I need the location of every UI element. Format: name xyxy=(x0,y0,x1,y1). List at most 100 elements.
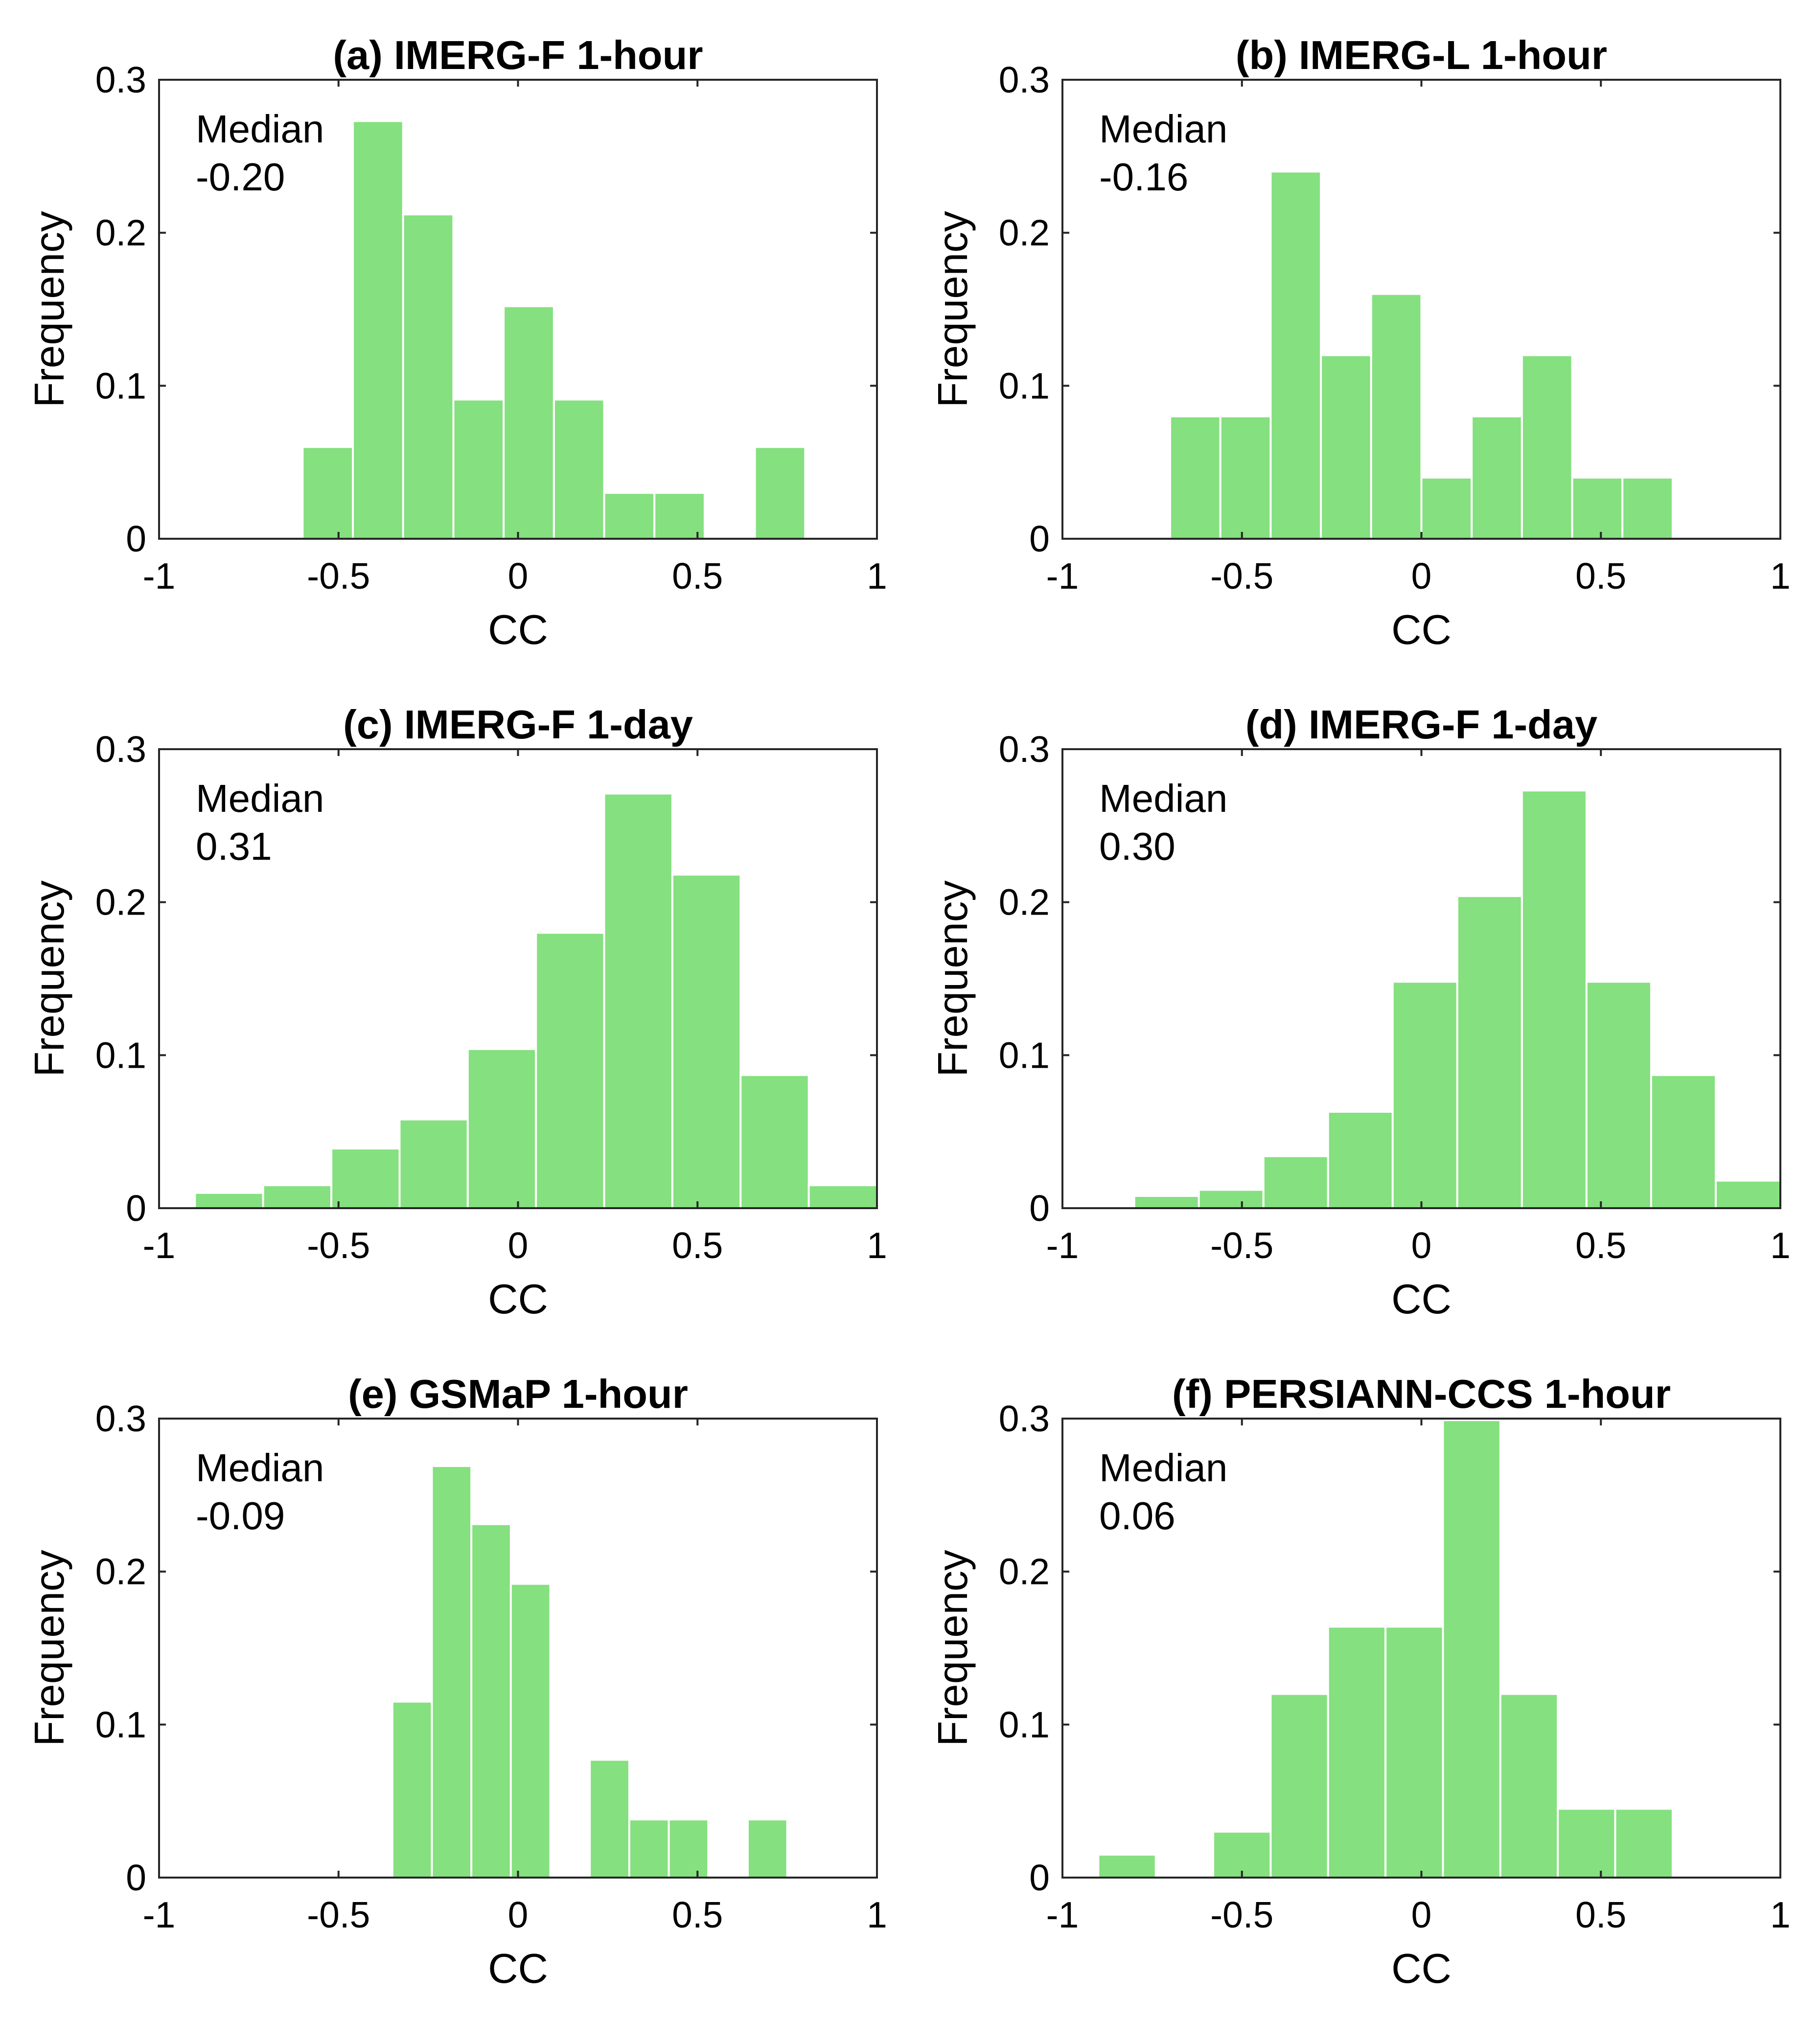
chart-panel-6: -1 -0.5 0 0.5 1 0 0.1 0.2 0.3 (f) PERSIANN-CCS 1-… xyxy=(930,1371,1791,1992)
y-axis-label: Frequency xyxy=(930,1550,976,1746)
histogram-bar-3 xyxy=(402,213,455,540)
chart-title: (b) IMERG-L 1-hour xyxy=(1236,32,1607,78)
y-tick-label: 0.1 xyxy=(95,1034,146,1076)
histogram-bar-6 xyxy=(535,932,605,1209)
x-axis-label: CC xyxy=(488,1946,548,1992)
x-tick-label: -0.5 xyxy=(307,1225,370,1266)
x-tick-label: 0 xyxy=(508,1225,529,1266)
x-tick-label: 1 xyxy=(1770,1894,1791,1935)
y-tick-label: 0.1 xyxy=(95,1704,146,1745)
histogram-bar-8 xyxy=(1521,354,1573,540)
x-tick-label: 0 xyxy=(1411,1225,1432,1266)
x-tick-label: -0.5 xyxy=(307,555,370,597)
histogram-bar-1 xyxy=(391,1700,433,1879)
median-value: -0.20 xyxy=(196,155,285,199)
x-axis-label: CC xyxy=(488,1276,548,1323)
histogram-bar-4 xyxy=(1327,1626,1387,1879)
x-tick-label: -0.5 xyxy=(1210,555,1273,597)
histogram-bar-4 xyxy=(1320,354,1372,540)
y-tick-label: 0 xyxy=(1029,1857,1050,1898)
x-axis-label: CC xyxy=(1391,1946,1451,1992)
histogram-bar-1 xyxy=(1169,415,1221,540)
y-tick-label: 0.3 xyxy=(95,59,146,100)
median-value: -0.09 xyxy=(196,1494,285,1537)
chart-panel-5: -1 -0.5 0 0.5 1 0 0.1 0.2 0.3 (e) GSMaP 1-hour CC F… xyxy=(26,1371,887,1992)
y-tick-label: 0.2 xyxy=(999,212,1050,253)
y-tick-label: 0.1 xyxy=(95,365,146,406)
x-axis-label: CC xyxy=(1391,1276,1451,1323)
histogram-bar-7 xyxy=(1499,1693,1559,1879)
histogram-bar-5 xyxy=(1391,981,1458,1209)
x-tick-label: 0.5 xyxy=(672,1225,723,1266)
y-tick-label: 0.2 xyxy=(95,882,146,923)
histogram-bar-5 xyxy=(503,305,555,540)
y-tick-label: 0.3 xyxy=(999,729,1050,770)
histogram-bar-8 xyxy=(1585,981,1652,1209)
histogram-bar-5 xyxy=(466,1048,537,1209)
histogram-bar-8 xyxy=(746,1818,788,1879)
x-tick-label: 0 xyxy=(508,555,529,597)
histogram-bar-6 xyxy=(1442,1419,1501,1879)
x-tick-label: -1 xyxy=(143,1225,176,1266)
x-tick-label: -1 xyxy=(143,1894,176,1935)
x-tick-label: -1 xyxy=(1046,1225,1079,1266)
y-tick-label: 0 xyxy=(126,518,146,559)
histogram-bar-3 xyxy=(1262,1155,1329,1210)
chart-title: (f) PERSIANN-CCS 1-hour xyxy=(1172,1371,1671,1417)
x-tick-label: 1 xyxy=(1770,1225,1791,1266)
histogram-bar-5 xyxy=(589,1759,630,1879)
histogram-bar-5 xyxy=(1384,1626,1444,1879)
histogram-bar-10 xyxy=(1621,476,1674,540)
median-label: Median xyxy=(1099,777,1227,820)
x-tick-label: 1 xyxy=(867,555,887,597)
histogram-bar-6 xyxy=(1420,476,1473,540)
histogram-bar-2 xyxy=(1212,1831,1272,1879)
x-tick-label: 0.5 xyxy=(1575,555,1626,597)
x-tick-label: 0.5 xyxy=(672,1894,723,1935)
y-tick-label: 0.3 xyxy=(95,1398,146,1439)
y-tick-label: 0 xyxy=(1029,518,1050,559)
y-axis-label: Frequency xyxy=(930,880,976,1077)
histogram-bar-3 xyxy=(1269,1693,1329,1879)
histogram-bar-2 xyxy=(352,120,404,540)
histogram-bar-8 xyxy=(653,492,706,540)
x-tick-label: -0.5 xyxy=(1210,1894,1273,1935)
chart-panel-4: -1 -0.5 0 0.5 1 0 0.1 0.2 0.3 (d) IMERG-F 1-day CC… xyxy=(930,702,1791,1323)
histogram-bar-9 xyxy=(739,1074,810,1209)
histogram-bar-1 xyxy=(1133,1194,1200,1209)
histogram-bar-1 xyxy=(194,1192,264,1210)
histogram-bar-1 xyxy=(301,446,354,540)
histogram-bar-6 xyxy=(553,398,605,540)
histogram-bar-4 xyxy=(509,1583,552,1879)
y-tick-label: 0.2 xyxy=(999,1551,1050,1592)
chart-title: (e) GSMaP 1-hour xyxy=(348,1371,688,1417)
histogram-bar-9 xyxy=(1571,476,1624,540)
x-tick-label: -1 xyxy=(1046,1894,1079,1935)
y-tick-label: 0.2 xyxy=(95,1551,146,1592)
y-tick-label: 0.3 xyxy=(999,1398,1050,1439)
x-tick-label: 0 xyxy=(508,1894,529,1935)
y-axis-label: Frequency xyxy=(26,1550,73,1746)
median-label: Median xyxy=(1099,1446,1227,1490)
histogram-bar-7 xyxy=(1521,789,1588,1210)
median-label: Median xyxy=(1099,107,1227,151)
chart-panel-3: -1 -0.5 0 0.5 1 0 0.1 0.2 0.3 (c) IMERG-F 1-day CC… xyxy=(26,702,887,1323)
median-value: -0.16 xyxy=(1099,155,1188,199)
x-tick-label: 0 xyxy=(1411,1894,1432,1935)
histogram-bar-5 xyxy=(1370,293,1423,540)
histogram-bar-2 xyxy=(1219,415,1272,540)
x-tick-label: 0 xyxy=(1411,555,1432,597)
chart-title: (a) IMERG-F 1-hour xyxy=(333,32,703,78)
y-tick-label: 0.3 xyxy=(999,59,1050,100)
x-tick-label: 1 xyxy=(867,1894,887,1935)
x-tick-label: 1 xyxy=(867,1225,887,1266)
y-tick-label: 0.2 xyxy=(95,212,146,253)
x-tick-label: -0.5 xyxy=(307,1894,370,1935)
histogram-bar-4 xyxy=(398,1118,469,1209)
histogram-bar-4 xyxy=(1327,1111,1394,1210)
histogram-bar-8 xyxy=(671,873,742,1210)
y-tick-label: 0.1 xyxy=(999,365,1050,406)
median-label: Median xyxy=(196,777,324,820)
histogram-bar-7 xyxy=(603,792,673,1209)
histogram-bar-9 xyxy=(1614,1808,1674,1879)
